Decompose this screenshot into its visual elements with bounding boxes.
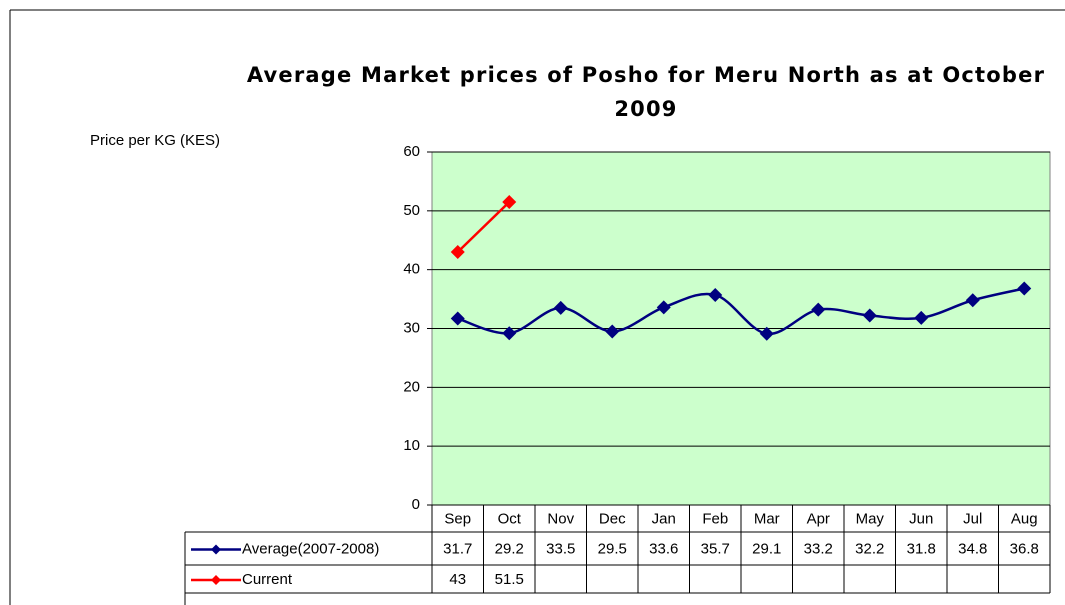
marker — [502, 195, 517, 210]
legend-marker — [211, 544, 221, 555]
marker — [708, 287, 723, 302]
x-tick-label: Jul — [963, 510, 982, 527]
marker — [450, 311, 465, 326]
y-tick-label: 20 — [403, 378, 420, 395]
marker — [965, 293, 980, 308]
y-tick-label: 30 — [403, 319, 420, 336]
table-value: 36.8 — [1010, 540, 1039, 557]
x-tick-label: Nov — [547, 510, 574, 527]
marker — [553, 300, 568, 315]
x-tick-label: May — [856, 510, 885, 527]
x-tick-label: Feb — [702, 510, 728, 527]
y-tick-label: 0 — [412, 496, 420, 513]
x-tick-label: Jun — [909, 510, 933, 527]
y-tick-label: 50 — [403, 202, 420, 219]
table-value: 31.7 — [443, 540, 472, 557]
series-line — [456, 201, 511, 253]
marker — [759, 326, 774, 341]
x-tick-label: Apr — [807, 510, 830, 527]
table-value: 31.8 — [907, 540, 936, 557]
chart-title: Average Market prices of Posho for Meru … — [246, 63, 1046, 121]
x-tick-label: Dec — [599, 510, 626, 527]
marker — [914, 310, 929, 325]
table-value: 34.8 — [958, 540, 987, 557]
table-value: 33.5 — [546, 540, 575, 557]
legend-marker — [211, 575, 221, 585]
table-value: 33.6 — [649, 540, 678, 557]
table-value: 29.5 — [598, 540, 627, 557]
table-value: 33.2 — [804, 540, 833, 557]
marker — [656, 300, 671, 315]
y-tick-label: 10 — [403, 437, 420, 454]
table-value: 51.5 — [495, 571, 524, 588]
table-value: 32.2 — [855, 540, 884, 557]
x-tick-label: Sep — [444, 510, 471, 527]
x-tick-label: Mar — [754, 510, 780, 527]
y-tick-label: 40 — [403, 261, 420, 278]
marker — [862, 308, 877, 323]
x-tick-label: Jan — [652, 510, 676, 527]
legend-label: Average(2007-2008) — [242, 540, 379, 557]
marker — [605, 324, 620, 339]
table-value: 43 — [449, 571, 466, 588]
table-value: 29.2 — [495, 540, 524, 557]
marker — [450, 245, 465, 260]
legend-label: Current — [242, 571, 293, 588]
marker — [502, 326, 517, 341]
marker — [811, 302, 826, 317]
table-value: 29.1 — [752, 540, 781, 557]
y-tick-label: 60 — [403, 143, 420, 160]
marker — [1017, 281, 1032, 296]
y-axis-label: Price per KG (KES) — [90, 132, 220, 149]
x-tick-label: Aug — [1011, 510, 1038, 527]
table-value: 35.7 — [701, 540, 730, 557]
x-tick-label: Oct — [498, 510, 522, 527]
